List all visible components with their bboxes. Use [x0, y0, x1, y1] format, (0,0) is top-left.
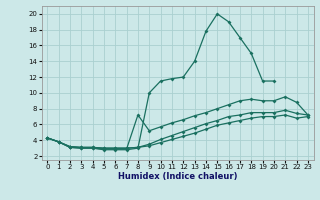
X-axis label: Humidex (Indice chaleur): Humidex (Indice chaleur) — [118, 172, 237, 181]
